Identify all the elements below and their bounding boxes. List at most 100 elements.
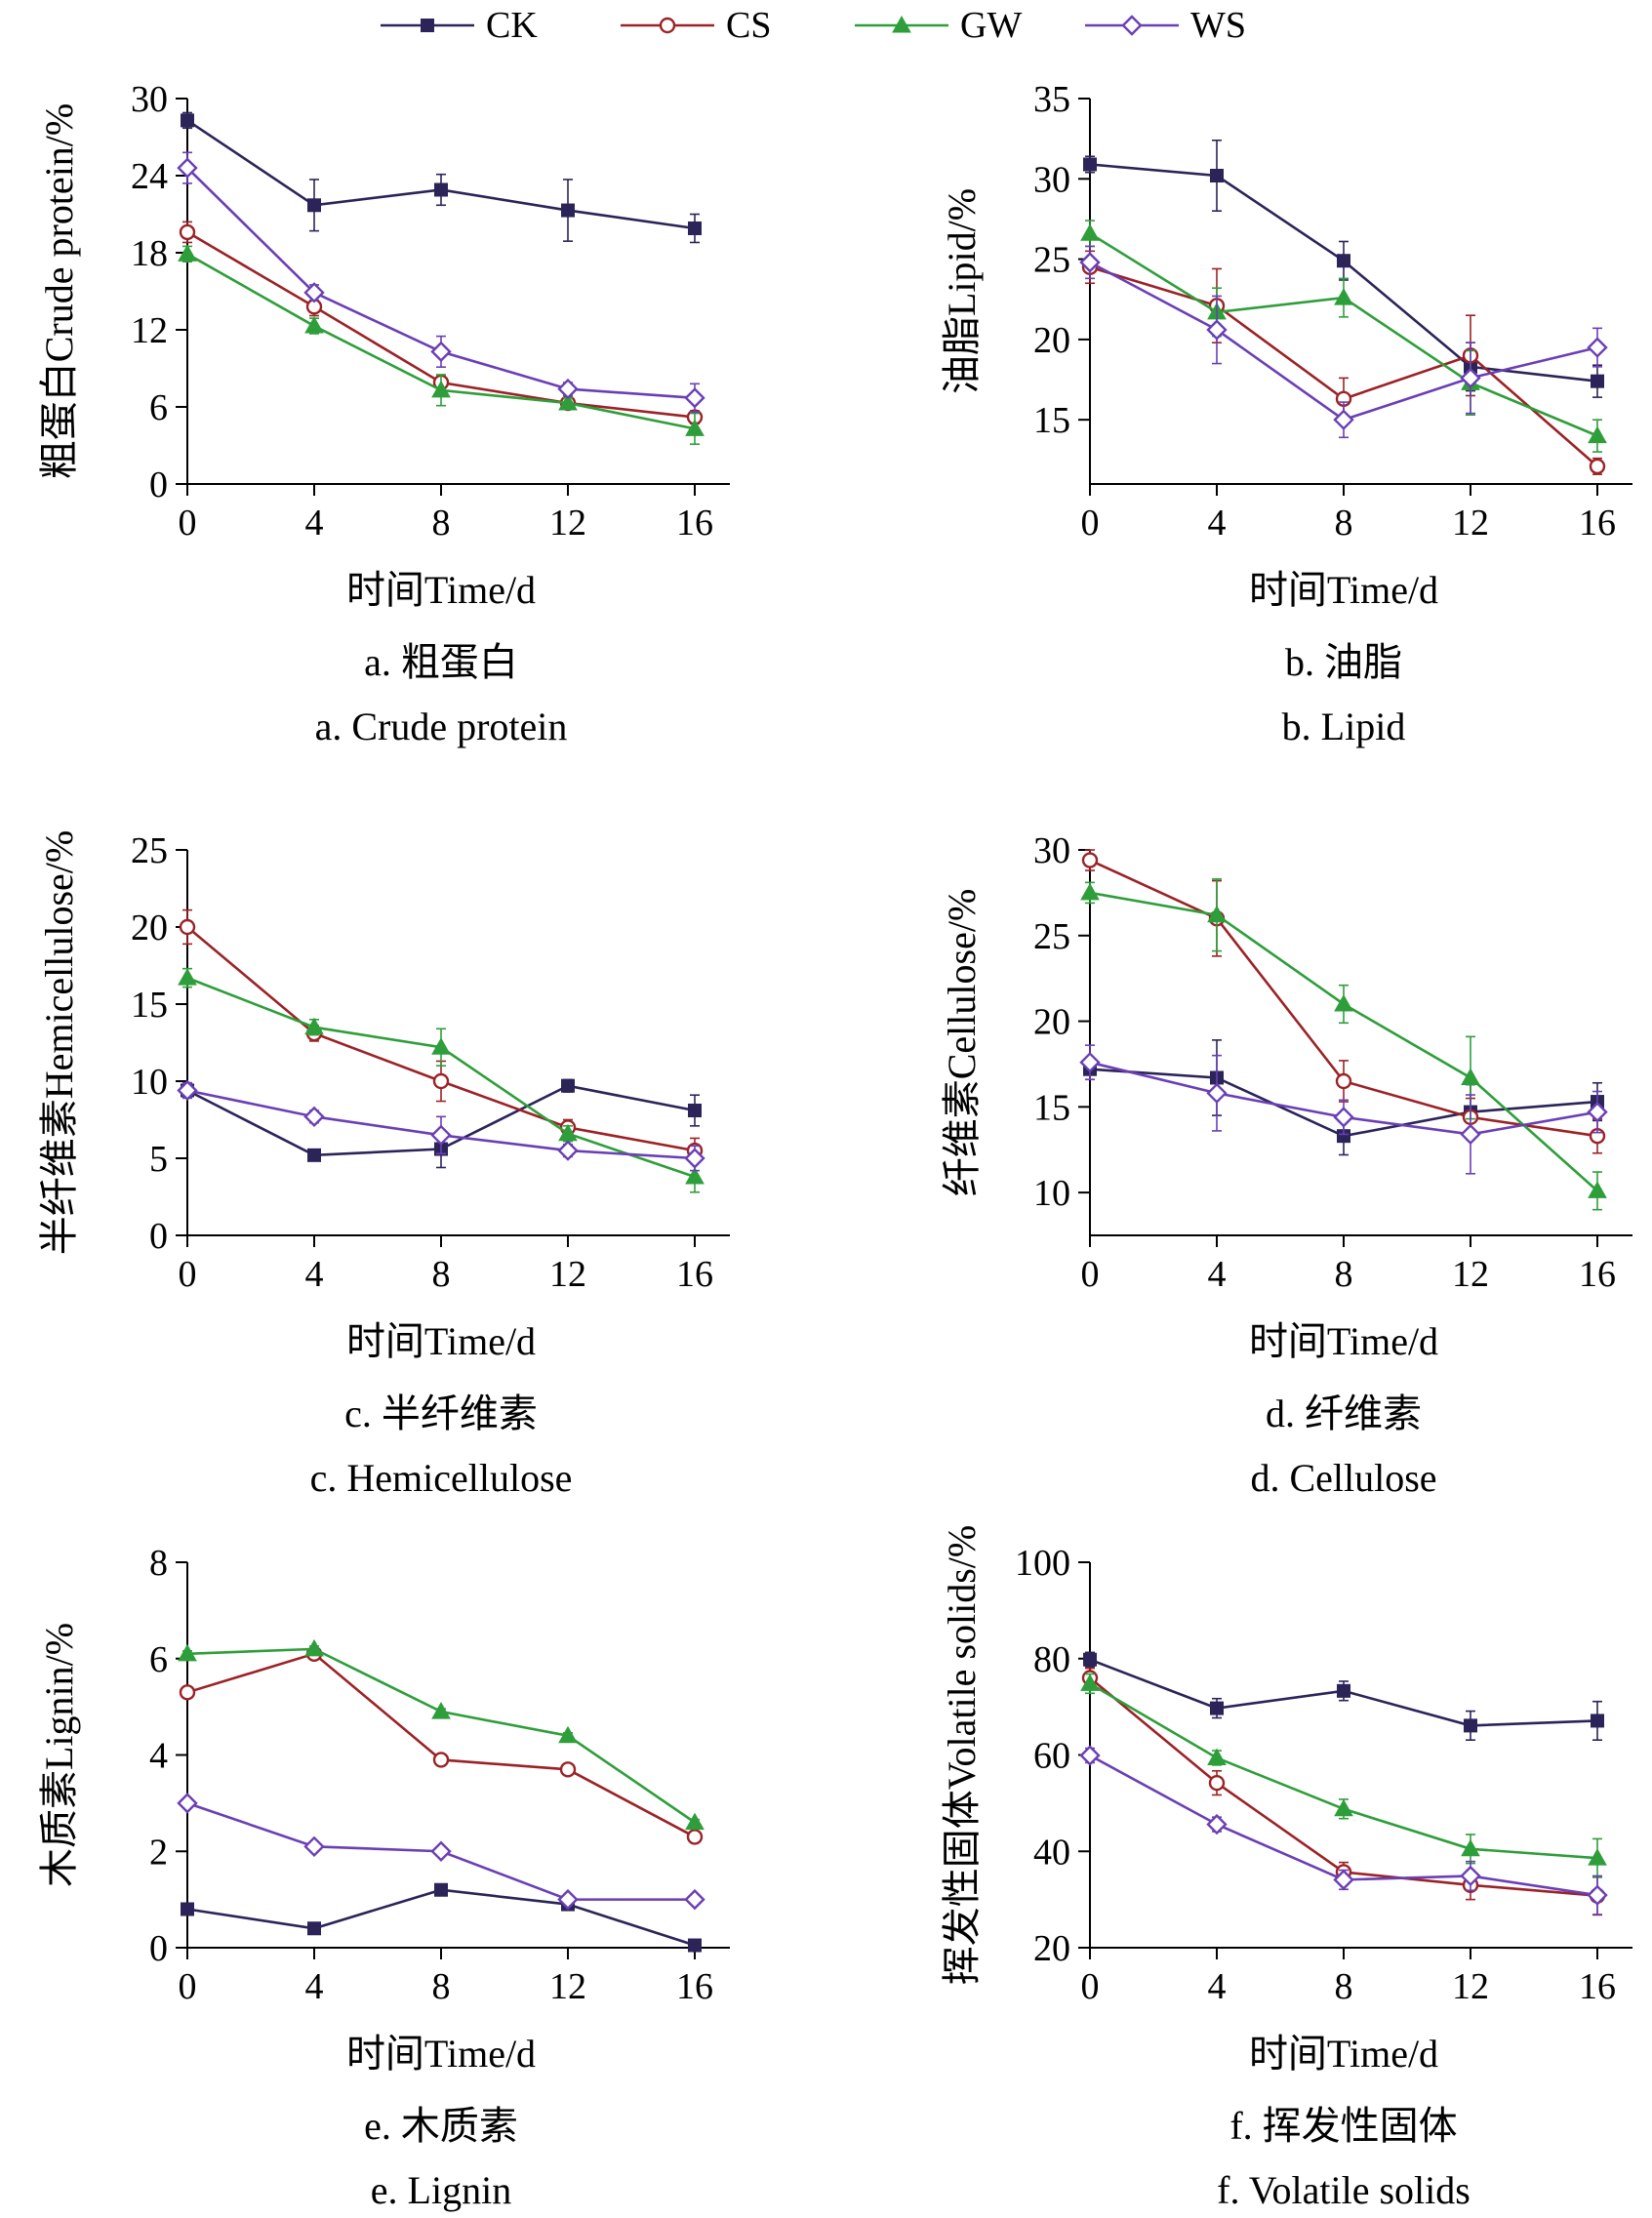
x-tick-label: 4: [1208, 1254, 1227, 1295]
x-tick-label: 16: [1579, 503, 1616, 544]
data-point: [1083, 157, 1097, 172]
data-point: [430, 341, 452, 363]
x-tick-label: 8: [432, 503, 451, 544]
data-point: [177, 1079, 198, 1102]
data-point: [1081, 852, 1099, 868]
data-point: [431, 380, 451, 398]
y-tick-label: 20: [1033, 1002, 1070, 1043]
data-point: [1334, 1798, 1353, 1817]
data-point: [432, 1072, 450, 1090]
data-point: [1334, 993, 1353, 1012]
panel-caption-en: d. Cellulose: [1250, 1456, 1436, 1500]
data-point: [557, 1140, 579, 1161]
data-point: [1210, 169, 1224, 182]
series-ck: [1083, 1651, 1604, 1741]
series-cs: [179, 1645, 704, 1845]
x-axis-label: 时间Time/d: [1249, 1319, 1438, 1363]
legend-label: GW: [960, 5, 1022, 46]
data-point: [684, 1148, 705, 1169]
series-ws: [1079, 245, 1608, 439]
data-point: [1206, 1082, 1228, 1104]
data-point: [1334, 288, 1353, 305]
data-point: [1591, 374, 1604, 388]
data-point: [1588, 1181, 1607, 1198]
legend-marker: [1121, 15, 1143, 36]
series-ck: [1083, 139, 1604, 398]
y-tick-label: 6: [149, 387, 168, 428]
data-point: [685, 1812, 705, 1831]
chart-panel-f: 20 40 60 80 100 0 4 8 12 16 时间Time/d 挥发性固体Volatile …: [940, 1525, 1632, 2212]
data-point: [179, 1684, 196, 1701]
y-tick-label: 4: [149, 1736, 168, 1777]
series-gw: [178, 967, 705, 1193]
x-tick-label: 16: [1579, 1966, 1616, 2007]
x-tick-label: 16: [676, 503, 713, 544]
x-axis-label: 时间Time/d: [1249, 568, 1438, 612]
data-point: [1589, 458, 1606, 475]
x-axis-label: 时间Time/d: [346, 568, 536, 612]
data-point: [431, 1702, 451, 1719]
y-tick-label: 24: [131, 156, 168, 197]
series-gw: [178, 1638, 705, 1831]
data-point: [304, 1638, 324, 1657]
y-tick-label: 10: [1033, 1173, 1070, 1214]
series-ws: [177, 151, 705, 414]
data-point: [178, 1643, 197, 1662]
data-point: [1461, 1068, 1480, 1085]
x-tick-label: 8: [1335, 1254, 1353, 1295]
y-tick-label: 30: [1033, 830, 1070, 871]
x-tick-label: 12: [1452, 1966, 1489, 2007]
legend-item-ck: CK: [381, 5, 538, 46]
data-point: [1460, 1865, 1481, 1887]
data-point: [685, 1166, 705, 1185]
chart-panel-d: 10 15 20 25 30 0 4 8 12 16 时间Time/d 纤维素Cellulose/% d…: [940, 830, 1632, 1500]
data-point: [304, 316, 324, 334]
x-tick-label: 0: [179, 503, 197, 544]
y-axis-label: 木质素Lignin/%: [37, 1623, 81, 1887]
data-point: [685, 419, 705, 436]
legend-item-cs: CS: [621, 5, 771, 46]
panel-caption-en: a. Crude protein: [315, 705, 568, 748]
y-tick-label: 80: [1033, 1639, 1070, 1680]
data-point: [1335, 1072, 1352, 1090]
x-tick-label: 12: [549, 1966, 586, 2007]
data-point: [557, 378, 579, 400]
data-point: [557, 1888, 579, 1911]
data-point: [1079, 1745, 1101, 1766]
data-point: [688, 1104, 702, 1118]
data-point: [434, 1882, 448, 1897]
series-ws: [177, 1793, 705, 1911]
legend-marker: [421, 19, 434, 32]
x-tick-label: 16: [1579, 1254, 1616, 1295]
y-tick-label: 15: [1033, 400, 1070, 441]
panel-caption-en: c. Hemicellulose: [310, 1456, 573, 1500]
x-tick-label: 8: [1335, 1966, 1353, 2007]
legend-item-gw: GW: [855, 5, 1022, 46]
chart-panel-a: 0 6 12 18 24 30 0 4 8 12 16 时间Time/d 粗蛋白Crude protei…: [37, 79, 730, 748]
data-point: [179, 223, 196, 241]
y-tick-label: 25: [131, 830, 168, 871]
panel-caption-cn: b. 油脂: [1285, 640, 1402, 684]
data-point: [1587, 337, 1608, 358]
y-tick-label: 25: [1033, 240, 1070, 281]
panel-caption-cn: c. 半纤维素: [344, 1391, 538, 1435]
data-point: [304, 1017, 324, 1035]
y-tick-label: 2: [149, 1832, 168, 1873]
legend-label: CS: [726, 5, 771, 46]
data-point: [1333, 1107, 1354, 1128]
series-line: [186, 1888, 696, 1947]
data-point: [303, 282, 325, 303]
x-tick-label: 0: [1081, 1966, 1100, 2007]
x-tick-label: 16: [676, 1254, 713, 1295]
data-point: [177, 1793, 198, 1814]
x-axis-label: 时间Time/d: [346, 2032, 536, 2076]
data-point: [559, 1761, 577, 1778]
y-tick-label: 5: [149, 1139, 168, 1180]
series-ws: [1079, 1745, 1608, 1916]
data-point: [307, 1148, 321, 1162]
chart-panel-e: 0 2 4 6 8 0 4 8 12 16 时间Time/d 木质素Lignin/% e. 木质素 e. …: [37, 1543, 730, 2212]
panel-caption-cn: d. 纤维素: [1266, 1391, 1422, 1435]
y-tick-label: 100: [1015, 1543, 1070, 1584]
y-tick-label: 12: [131, 310, 168, 351]
x-axis-label: 时间Time/d: [346, 1319, 536, 1363]
